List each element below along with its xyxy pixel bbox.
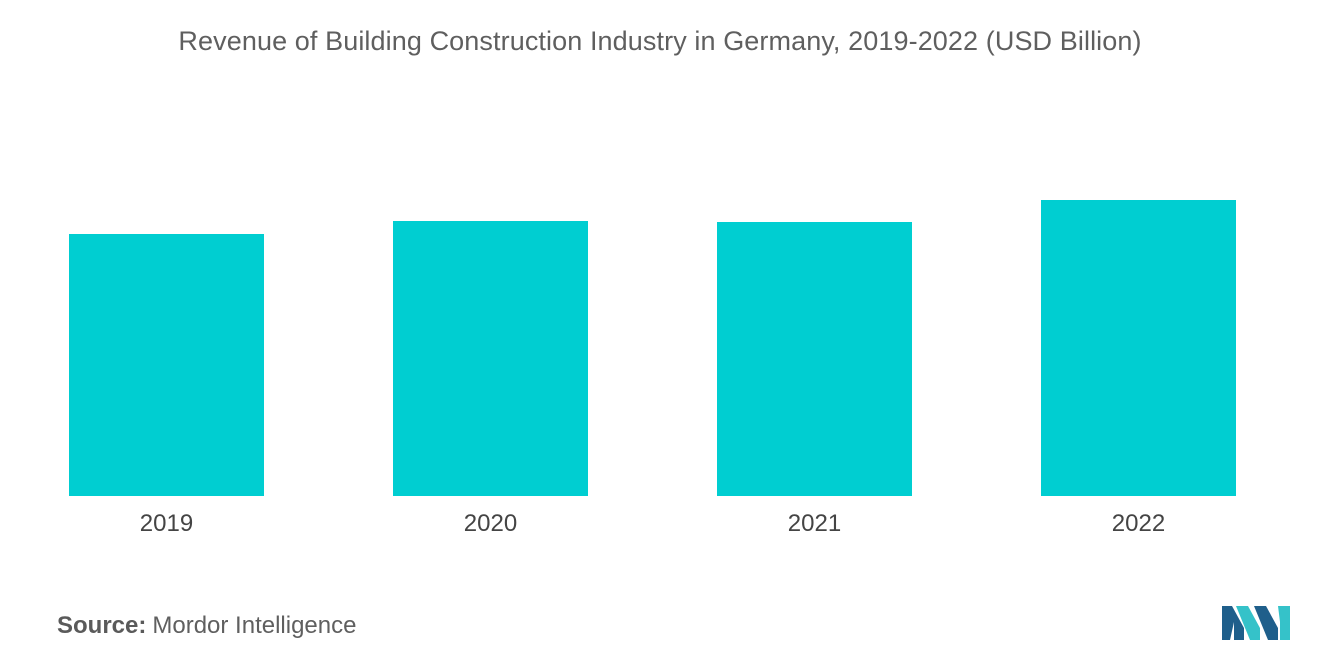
bar-2021 bbox=[717, 222, 912, 496]
chart-title: Revenue of Building Construction Industr… bbox=[178, 26, 1142, 56]
x-tick-labels: 2019 2020 2021 2022 bbox=[140, 510, 1165, 537]
mordor-intelligence-logo-icon bbox=[1222, 606, 1290, 640]
x-tick-label-2021: 2021 bbox=[788, 510, 841, 537]
x-tick-label-2020: 2020 bbox=[464, 510, 517, 537]
x-tick-label-2019: 2019 bbox=[140, 510, 193, 537]
source-text: Mordor Intelligence bbox=[152, 612, 357, 639]
x-tick-label-2022: 2022 bbox=[1112, 510, 1165, 537]
source-label: Source: bbox=[57, 612, 147, 639]
bar-2020 bbox=[393, 221, 588, 496]
bar-2022 bbox=[1041, 200, 1236, 496]
bar-2019 bbox=[69, 234, 264, 496]
source-note: Source: Mordor Intelligence bbox=[57, 612, 356, 640]
bars-group bbox=[69, 200, 1236, 496]
bar-chart: 2019 2020 2021 2022 bbox=[69, 200, 1236, 537]
